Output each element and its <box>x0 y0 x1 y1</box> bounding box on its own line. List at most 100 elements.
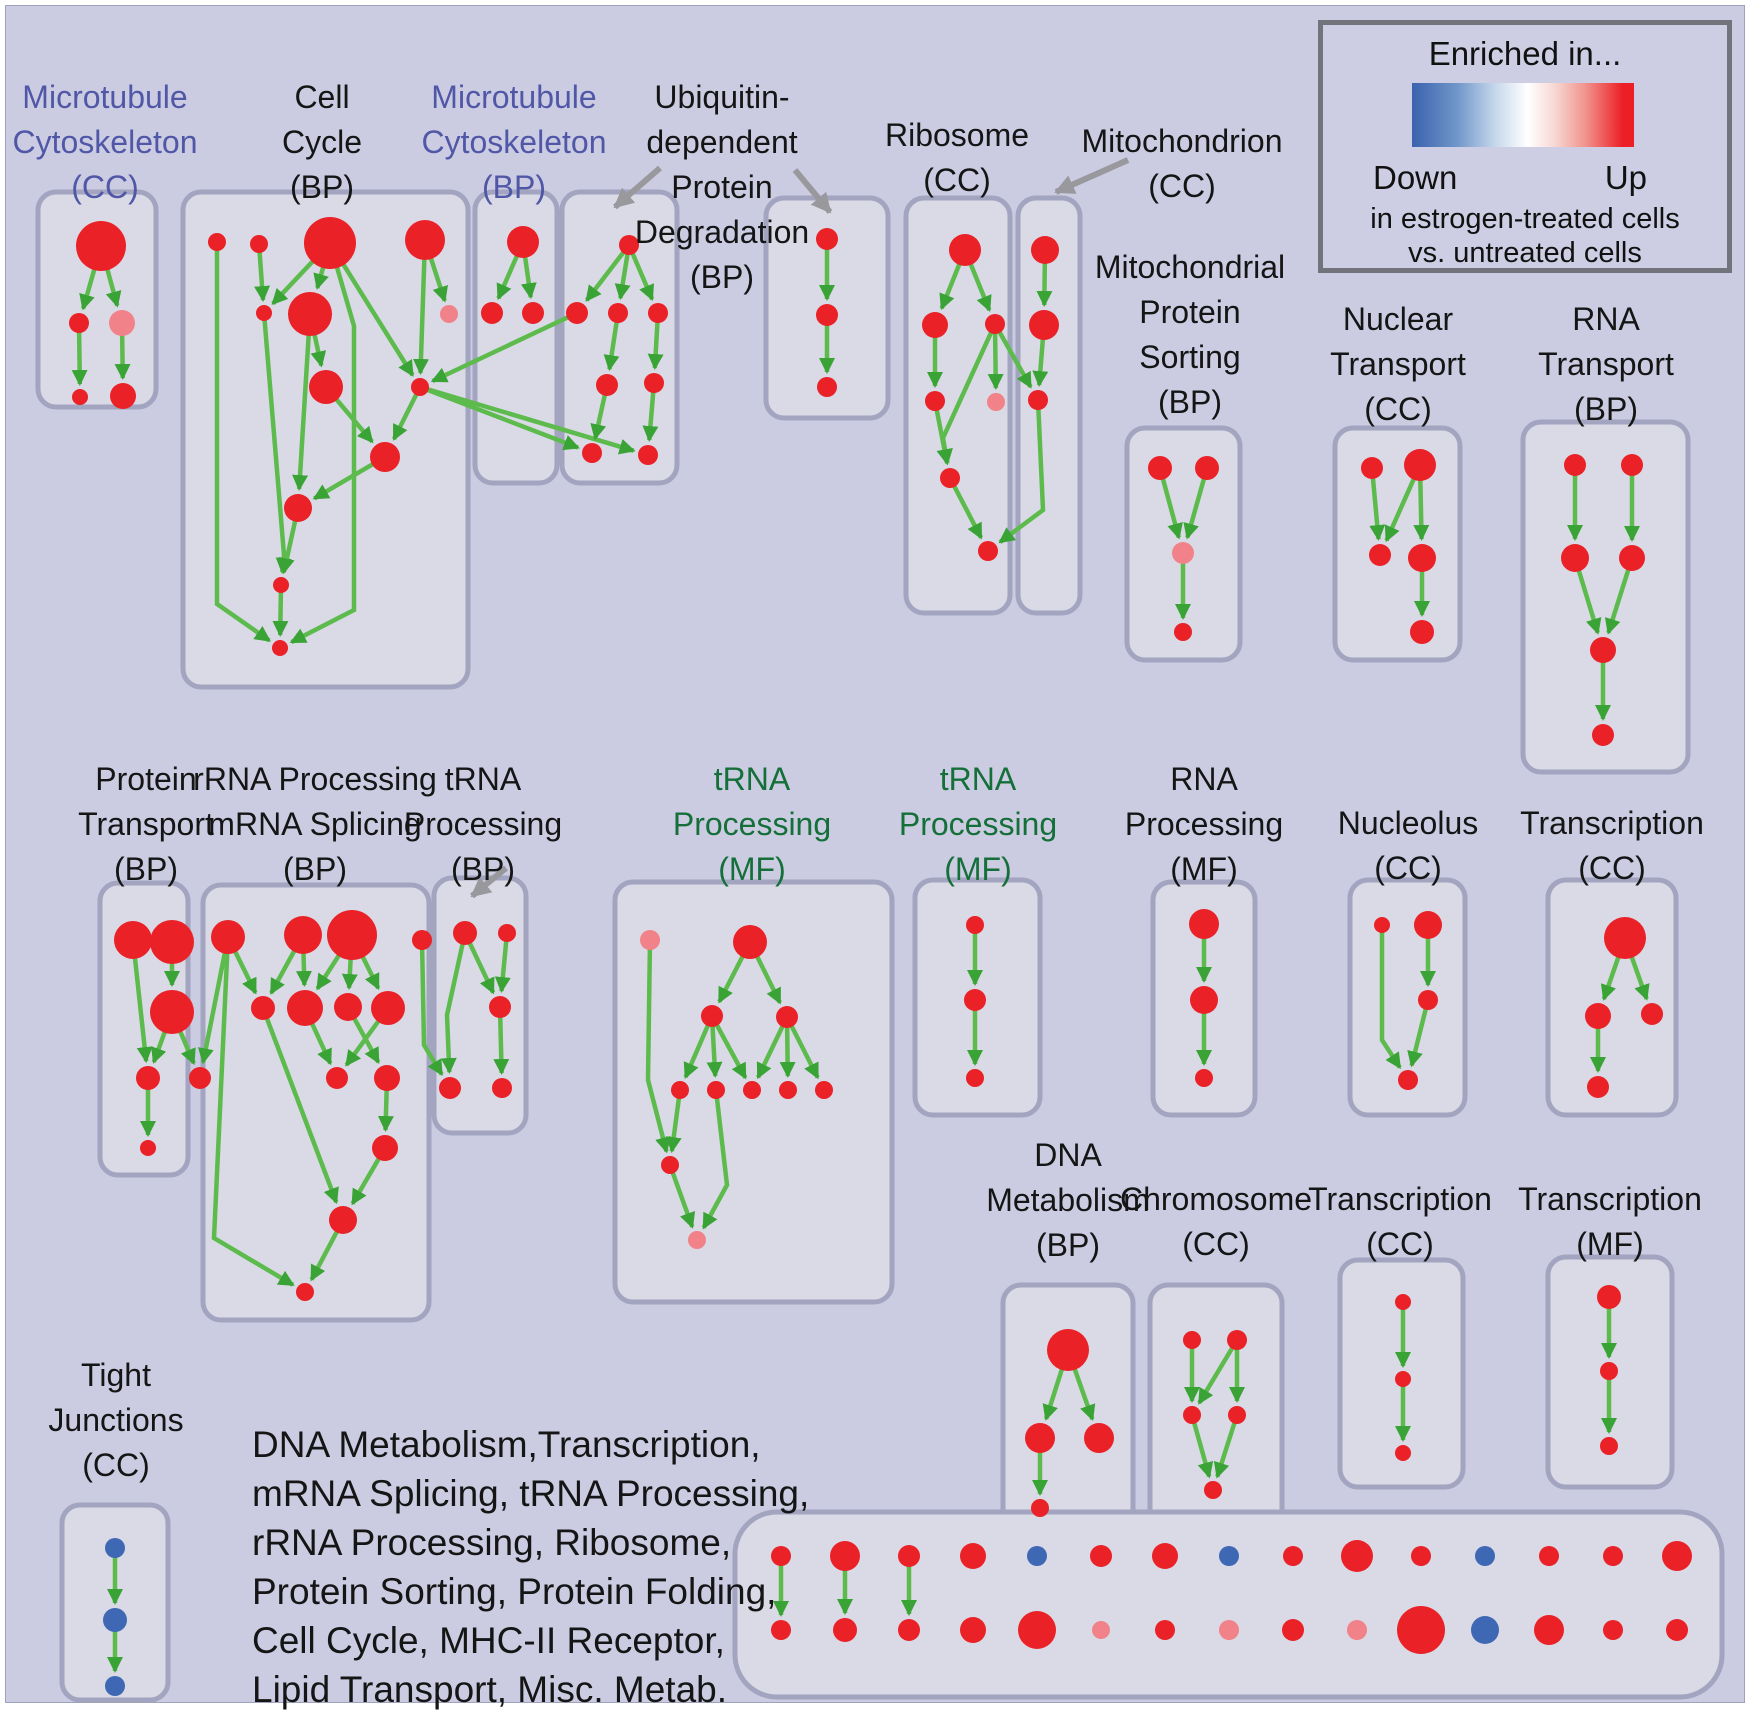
cluster-box-transcription-cc-1 <box>1545 877 1679 1118</box>
edge-e2-e3 <box>1197 1338 1239 1405</box>
go-term-node-bb <box>296 1283 314 1301</box>
go-term-node-A <box>453 921 477 945</box>
cluster-box-dna-metabolism-bp <box>1000 1282 1136 1531</box>
go-term-node-x8t <box>1219 1546 1239 1566</box>
go-term-node-c3 <box>304 217 356 269</box>
go-term-node-a4 <box>72 389 88 405</box>
go-term-node-p3 <box>150 990 194 1034</box>
go-term-node-g4 <box>776 1006 798 1028</box>
go-term-node-r5 <box>987 393 1005 411</box>
go-term-node-mb1 <box>507 226 539 258</box>
go-term-node-w2 <box>1621 454 1643 476</box>
go-term-node-x4b <box>960 1617 986 1643</box>
go-term-node-x4t <box>960 1543 986 1569</box>
go-term-node-x5t <box>1027 1546 1047 1566</box>
cluster-box-rrna-processing-mrna-splicing-bp <box>200 882 432 1323</box>
go-term-node-x6b <box>1092 1621 1110 1639</box>
go-term-node-g10 <box>661 1156 679 1174</box>
go-term-node-j1 <box>1189 909 1219 939</box>
go-term-node-ub2 <box>638 445 658 465</box>
edge-p1-p4 <box>130 939 153 1064</box>
go-term-node-ul2 <box>644 373 664 393</box>
mitochondrion-arrow <box>1054 157 1130 195</box>
go-term-node-k2 <box>1029 310 1059 340</box>
go-term-node-T2 <box>1585 1003 1611 1029</box>
go-term-node-c7 <box>440 305 458 323</box>
go-term-node-g7 <box>743 1081 761 1099</box>
go-term-node-n1 <box>1361 457 1383 479</box>
go-term-node-y2 <box>1600 1362 1618 1380</box>
legend-down-label: Down <box>1373 159 1458 196</box>
trna-bp-arrow <box>470 865 508 899</box>
go-term-node-x12t <box>1475 1546 1495 1566</box>
go-term-node-g5 <box>671 1081 689 1099</box>
edge-m1-qq <box>260 1007 339 1205</box>
edge-s2-s3 <box>1183 467 1210 540</box>
go-term-node-e5 <box>1204 1481 1222 1499</box>
go-term-node-a5 <box>110 383 136 409</box>
cluster-box-nucleolus-cc <box>1347 877 1468 1118</box>
go-term-node-x11t <box>1411 1546 1431 1566</box>
go-term-node-x2b <box>833 1618 857 1642</box>
edge-B-D <box>494 932 511 994</box>
go-term-node-x7t <box>1152 1543 1178 1569</box>
go-term-node-x13t <box>1539 1546 1559 1566</box>
go-term-node-n5 <box>1410 620 1434 644</box>
go-term-node-a2 <box>69 313 89 333</box>
go-term-node-um3 <box>648 303 668 323</box>
go-term-node-p6 <box>140 1140 156 1156</box>
go-term-node-z1 <box>105 1538 125 1558</box>
go-term-node-s1 <box>1148 456 1172 480</box>
legend-up-label: Up <box>1604 159 1647 196</box>
go-term-node-q2 <box>816 304 838 326</box>
go-term-node-c9 <box>411 378 429 396</box>
go-term-node-t3 <box>327 910 377 960</box>
go-term-node-p5 <box>189 1067 211 1089</box>
go-term-node-f1 <box>1395 1294 1411 1310</box>
go-term-node-w6 <box>1592 724 1614 746</box>
go-term-node-nb <box>1398 1070 1418 1090</box>
misc-category-line: Lipid Transport, Misc. Metab. <box>252 1669 728 1710</box>
go-term-node-w4 <box>1619 545 1645 571</box>
edge-e4-e5 <box>1213 1414 1240 1479</box>
go-term-node-h3 <box>966 1069 984 1087</box>
go-term-node-w1 <box>1564 454 1586 476</box>
cluster-box-microtubule-cytoskeleton-cc <box>35 189 159 410</box>
go-term-node-x14b <box>1603 1620 1623 1640</box>
go-term-node-T4 <box>1587 1076 1609 1098</box>
cluster-box-ubiquitin-degradation-a <box>559 189 680 486</box>
go-term-node-D <box>489 996 511 1018</box>
go-term-node-e3 <box>1183 1406 1201 1424</box>
go-term-node-m1 <box>251 996 275 1020</box>
edge-a2-a4 <box>71 322 88 387</box>
go-term-node-x7b <box>1155 1620 1175 1640</box>
go-term-node-p4 <box>136 1066 160 1090</box>
edge-e3-e5 <box>1189 1414 1214 1479</box>
edge-n1-n3 <box>1369 467 1386 542</box>
go-term-node-k1 <box>1031 236 1059 264</box>
go-term-node-e2 <box>1227 1330 1247 1350</box>
go-term-node-c5 <box>256 305 272 321</box>
go-term-node-mb3 <box>522 302 544 324</box>
edge-s1-s3 <box>1157 467 1183 540</box>
go-term-node-d3 <box>1084 1423 1114 1453</box>
go-term-node-x3b <box>898 1619 920 1641</box>
edge-r3-k3 <box>993 322 1033 389</box>
go-term-node-u1 <box>619 235 639 255</box>
go-term-node-g6 <box>707 1081 725 1099</box>
go-term-node-c6 <box>288 292 332 336</box>
go-term-node-g3 <box>701 1005 723 1027</box>
legend-subtitle-line2: vs. untreated cells <box>1408 237 1642 269</box>
go-term-node-x15t <box>1662 1541 1692 1571</box>
go-term-node-x9t <box>1283 1546 1303 1566</box>
go-term-node-n2 <box>1404 449 1436 481</box>
go-term-node-y1 <box>1597 1285 1621 1309</box>
go-term-node-um2 <box>608 303 628 323</box>
go-term-node-r7 <box>978 541 998 561</box>
go-term-node-C <box>439 1077 461 1099</box>
go-term-node-s2 <box>1195 456 1219 480</box>
go-term-node-x1b <box>771 1620 791 1640</box>
go-term-node-m2 <box>287 990 323 1026</box>
go-term-node-e1 <box>1183 1331 1201 1349</box>
misc-category-line: rRNA Processing, Ribosome, <box>252 1522 732 1563</box>
